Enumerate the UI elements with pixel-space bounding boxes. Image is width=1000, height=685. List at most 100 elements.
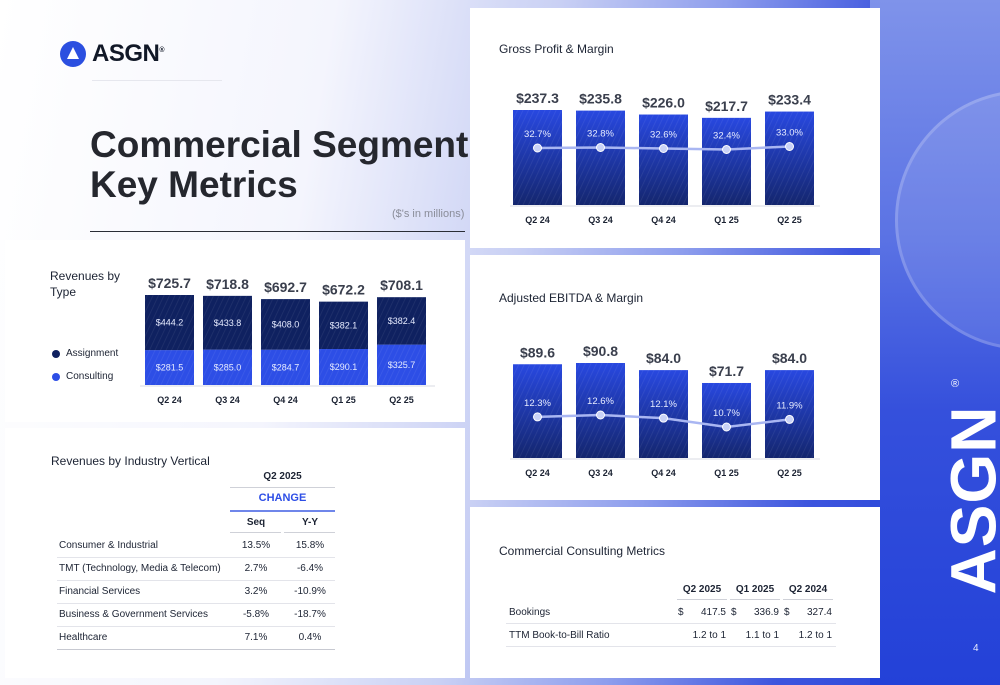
industry-period: Q2 2025	[263, 471, 302, 482]
registered-mark: ®	[951, 378, 960, 390]
consulting-metric-value: 1.2 to 1	[692, 630, 726, 641]
consulting-metric-value: 336.9	[753, 607, 779, 618]
data-label-margin: 12.6%	[587, 396, 614, 407]
data-label-total: $692.7	[264, 279, 307, 295]
consulting-metrics-card	[470, 507, 880, 678]
data-label-margin: 32.4%	[713, 131, 740, 142]
consulting-table-row: Bookings $417.5 $336.9 $327.4	[506, 601, 836, 624]
industry-table-row: Healthcare 7.1% 0.4%	[57, 627, 335, 650]
margin-point	[785, 414, 794, 424]
title-divider	[90, 231, 465, 232]
col-header-seq: Seq	[246, 517, 266, 528]
data-label-value: $71.7	[709, 363, 744, 379]
data-label-assignment: $382.1	[330, 320, 358, 330]
consulting-metric-label: TTM Book-to-Bill Ratio	[509, 630, 610, 641]
data-label-value: $233.4	[768, 92, 811, 108]
consulting-col-rule	[677, 599, 727, 600]
data-label-value: $235.8	[579, 91, 622, 107]
consulting-metric-value: 327.4	[806, 607, 832, 618]
industry-table-row: Business & Government Services -5.8% -18.7…	[57, 604, 335, 627]
revenues-by-type-title: Revenues by Type	[50, 269, 121, 299]
data-label-value: $84.0	[646, 350, 681, 366]
bar-texture	[261, 299, 310, 385]
bar-texture	[319, 301, 368, 385]
data-label-value: $237.3	[516, 90, 559, 106]
col-header-rule-seq	[230, 532, 281, 533]
industry-seq-change: 3.2%	[244, 586, 268, 597]
industry-yy-change: -18.7%	[294, 609, 326, 620]
x-tick-label: Q3 24	[215, 395, 240, 405]
data-label-consulting: $285.0	[214, 362, 242, 372]
bar-texture	[702, 117, 751, 205]
industry-vertical-card	[5, 428, 465, 678]
margin-point	[533, 412, 542, 422]
data-label-total: $718.8	[206, 276, 249, 292]
asgn-logo: ASGN®	[60, 40, 164, 68]
industry-yy-change: -10.9%	[294, 586, 326, 597]
consulting-col-header: Q1 2025	[735, 584, 775, 595]
bar-texture	[203, 295, 252, 385]
margin-point	[659, 144, 668, 153]
industry-name: Healthcare	[59, 632, 108, 643]
industry-yy-change: 15.8%	[295, 540, 325, 551]
x-tick-label: Q1 25	[714, 215, 739, 225]
industry-table-row: Financial Services 3.2% -10.9%	[57, 581, 335, 604]
data-label-margin: 32.7%	[524, 129, 551, 140]
data-label-assignment: $408.0	[272, 319, 300, 329]
col-header-rule-yy	[284, 532, 335, 533]
bar-texture	[377, 297, 426, 385]
logo-divider	[92, 80, 222, 81]
bar-texture	[639, 114, 688, 205]
change-header: CHANGE	[258, 492, 307, 504]
margin-point	[722, 145, 731, 154]
consulting-metrics-title: Commercial Consulting Metrics	[499, 544, 666, 558]
data-label-margin: 32.8%	[587, 129, 614, 140]
currency-symbol: $	[731, 607, 737, 618]
bar-texture	[145, 295, 194, 385]
revenues-by-type-chart: $281.5 $444.2 $725.7 Q2 24 $285.0 $433.8 $718.…	[140, 275, 435, 405]
x-tick-label: Q1 25	[714, 468, 739, 478]
consulting-metric-value: 417.5	[700, 607, 726, 618]
industry-name: Financial Services	[59, 586, 141, 597]
industry-table-row: Consumer & Industrial 13.5% 15.8%	[57, 535, 335, 558]
currency-symbol: $	[678, 607, 684, 618]
bar-texture	[702, 382, 751, 458]
data-label-consulting: $325.7	[388, 360, 416, 370]
industry-table-row: TMT (Technology, Media & Telecom) 2.7% -6.…	[57, 558, 335, 581]
industry-name: Consumer & Industrial	[59, 540, 158, 551]
consulting-col-rule	[730, 599, 780, 600]
data-label-value: $84.0	[772, 350, 807, 366]
bar-texture	[765, 370, 814, 458]
x-tick-label: Q2 25	[389, 395, 414, 405]
page-title: Commercial Segment Key Metrics	[90, 124, 469, 205]
industry-seq-change: 2.7%	[244, 563, 268, 574]
bar-texture	[765, 111, 814, 205]
data-label-value: $217.7	[705, 98, 748, 114]
industry-seq-change: -5.8%	[242, 609, 270, 620]
industry-yy-change: -6.4%	[296, 563, 324, 574]
brand-wordmark-vertical: ASGN	[937, 405, 1000, 595]
data-label-total: $672.2	[322, 282, 365, 298]
x-tick-label: Q2 24	[525, 215, 550, 225]
consulting-table-row: TTM Book-to-Bill Ratio 1.2 to 1 1.1 to 1 1.…	[506, 624, 836, 647]
legend-consulting: Consulting	[52, 371, 113, 382]
x-tick-label: Q4 24	[651, 468, 676, 478]
x-tick-label: Q2 25	[777, 215, 802, 225]
x-tick-label: Q3 24	[588, 215, 613, 225]
change-rule	[230, 510, 335, 512]
data-label-margin: 33.0%	[776, 128, 803, 139]
page-number: 4	[973, 643, 979, 654]
data-label-value: $90.8	[583, 343, 618, 359]
industry-name: Business & Government Services	[59, 609, 208, 620]
data-label-consulting: $284.7	[272, 362, 300, 372]
data-label-value: $89.6	[520, 344, 555, 360]
x-tick-label: Q4 24	[651, 215, 676, 225]
data-label-margin: 11.9%	[776, 400, 803, 411]
col-header-yy: Y-Y	[301, 517, 319, 528]
data-label-value: $226.0	[642, 95, 685, 111]
gross-profit-chart: $237.3 Q2 24 $235.8 Q3 24 $226.0 Q4 24 $217.7 Q…	[510, 90, 820, 225]
legend-swatch-consulting	[52, 372, 60, 381]
data-label-consulting: $281.5	[156, 363, 184, 373]
gross-profit-title: Gross Profit & Margin	[499, 42, 614, 56]
bar-texture	[576, 110, 625, 205]
